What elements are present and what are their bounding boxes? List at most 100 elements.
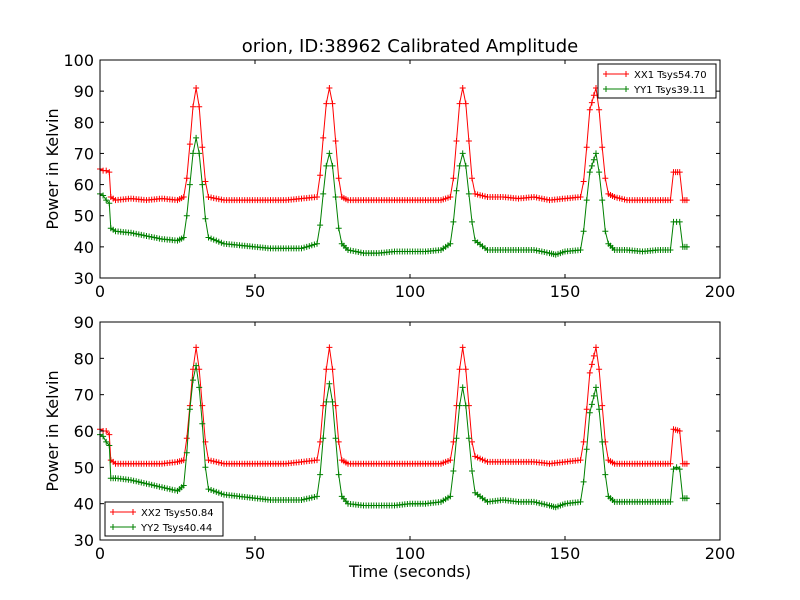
data-point xyxy=(676,169,683,176)
y-tick-label: 90 xyxy=(74,313,94,332)
data-point xyxy=(183,435,190,442)
data-point xyxy=(133,478,140,485)
data-point xyxy=(465,435,472,442)
y-tick-label: 60 xyxy=(74,176,94,195)
data-point xyxy=(673,464,680,471)
data-point xyxy=(103,428,110,434)
data-point xyxy=(196,384,203,391)
data-point xyxy=(186,141,193,148)
legend-marker xyxy=(623,71,629,77)
data-point xyxy=(459,85,466,91)
x-tick-label: 150 xyxy=(550,282,581,301)
x-tick-label: 100 xyxy=(395,282,426,301)
data-point xyxy=(465,138,472,144)
data-point xyxy=(329,162,336,169)
data-point xyxy=(586,409,593,416)
data-point xyxy=(332,194,339,200)
data-point xyxy=(208,194,215,201)
data-point xyxy=(199,144,206,151)
data-point xyxy=(148,481,155,488)
data-point xyxy=(541,501,548,508)
data-point xyxy=(311,241,318,248)
legend-marker xyxy=(623,86,629,92)
data-point xyxy=(536,500,543,507)
data-point xyxy=(335,225,342,232)
data-point xyxy=(533,499,540,506)
data-point xyxy=(103,438,110,445)
bottom-plot: 0 50 100 150 200 30 40 50 60 70 80 90 Power in Kelvi… xyxy=(43,313,735,581)
data-point xyxy=(208,235,215,242)
y-tick-label: 70 xyxy=(74,144,94,163)
data-point xyxy=(602,228,609,235)
legend-label: YY1 Tsys39.11 xyxy=(633,85,705,96)
data-point xyxy=(103,197,110,204)
y-tick-label: 50 xyxy=(74,207,94,226)
data-point xyxy=(577,498,584,505)
data-point xyxy=(332,402,339,409)
legend-label: YY2 Tsys40.44 xyxy=(140,523,212,534)
data-point xyxy=(355,249,362,255)
y-tick-label: 60 xyxy=(74,422,94,441)
data-point xyxy=(317,471,324,478)
data-point xyxy=(196,366,203,373)
data-point xyxy=(193,344,200,351)
data-point xyxy=(208,487,215,493)
data-point xyxy=(128,229,134,236)
x-tick-label: 100 xyxy=(395,544,426,563)
x-axis-label: Time (seconds) xyxy=(348,562,471,581)
y-tick-label: 100 xyxy=(63,51,94,70)
series-0-0 xyxy=(97,85,690,204)
data-point xyxy=(580,228,587,235)
data-point xyxy=(301,244,308,251)
legend-marker xyxy=(130,509,136,515)
data-point xyxy=(298,245,305,252)
data-point xyxy=(210,487,217,494)
data-point xyxy=(323,100,330,107)
data-point xyxy=(130,477,137,484)
data-point xyxy=(590,156,597,163)
data-point xyxy=(462,366,469,373)
data-point xyxy=(303,495,310,502)
data-point xyxy=(128,477,134,484)
data-point xyxy=(329,398,336,405)
data-point xyxy=(138,479,145,486)
data-point xyxy=(202,215,209,222)
data-point xyxy=(303,243,310,250)
data-point xyxy=(143,480,150,487)
data-point xyxy=(583,197,590,204)
y-tick-label: 80 xyxy=(74,113,94,132)
data-point xyxy=(335,438,342,445)
legend-label: XX1 Tsys54.70 xyxy=(634,70,707,81)
data-point xyxy=(450,438,457,445)
data-point xyxy=(317,438,324,445)
data-point xyxy=(469,438,475,445)
data-point xyxy=(215,489,222,496)
data-point xyxy=(210,236,217,243)
data-point xyxy=(323,162,330,169)
legend-marker xyxy=(603,86,609,92)
data-point xyxy=(153,235,160,241)
data-point xyxy=(335,471,342,478)
data-point xyxy=(596,169,603,176)
data-point xyxy=(180,234,187,241)
data-point xyxy=(593,150,599,157)
data-point xyxy=(447,493,454,500)
data-point xyxy=(169,486,176,493)
data-point xyxy=(667,460,674,467)
data-point xyxy=(593,384,599,391)
data-point xyxy=(326,150,333,157)
data-point xyxy=(580,438,587,445)
legend-marker xyxy=(110,509,116,515)
data-point xyxy=(447,194,454,200)
data-point xyxy=(208,457,215,464)
y-tick-label: 90 xyxy=(74,82,94,101)
data-point xyxy=(683,197,690,204)
data-point xyxy=(335,175,342,182)
data-point xyxy=(186,181,193,188)
y-tick-label: 50 xyxy=(74,458,94,477)
data-point xyxy=(577,247,584,253)
data-point xyxy=(583,446,590,453)
data-point xyxy=(469,468,475,474)
